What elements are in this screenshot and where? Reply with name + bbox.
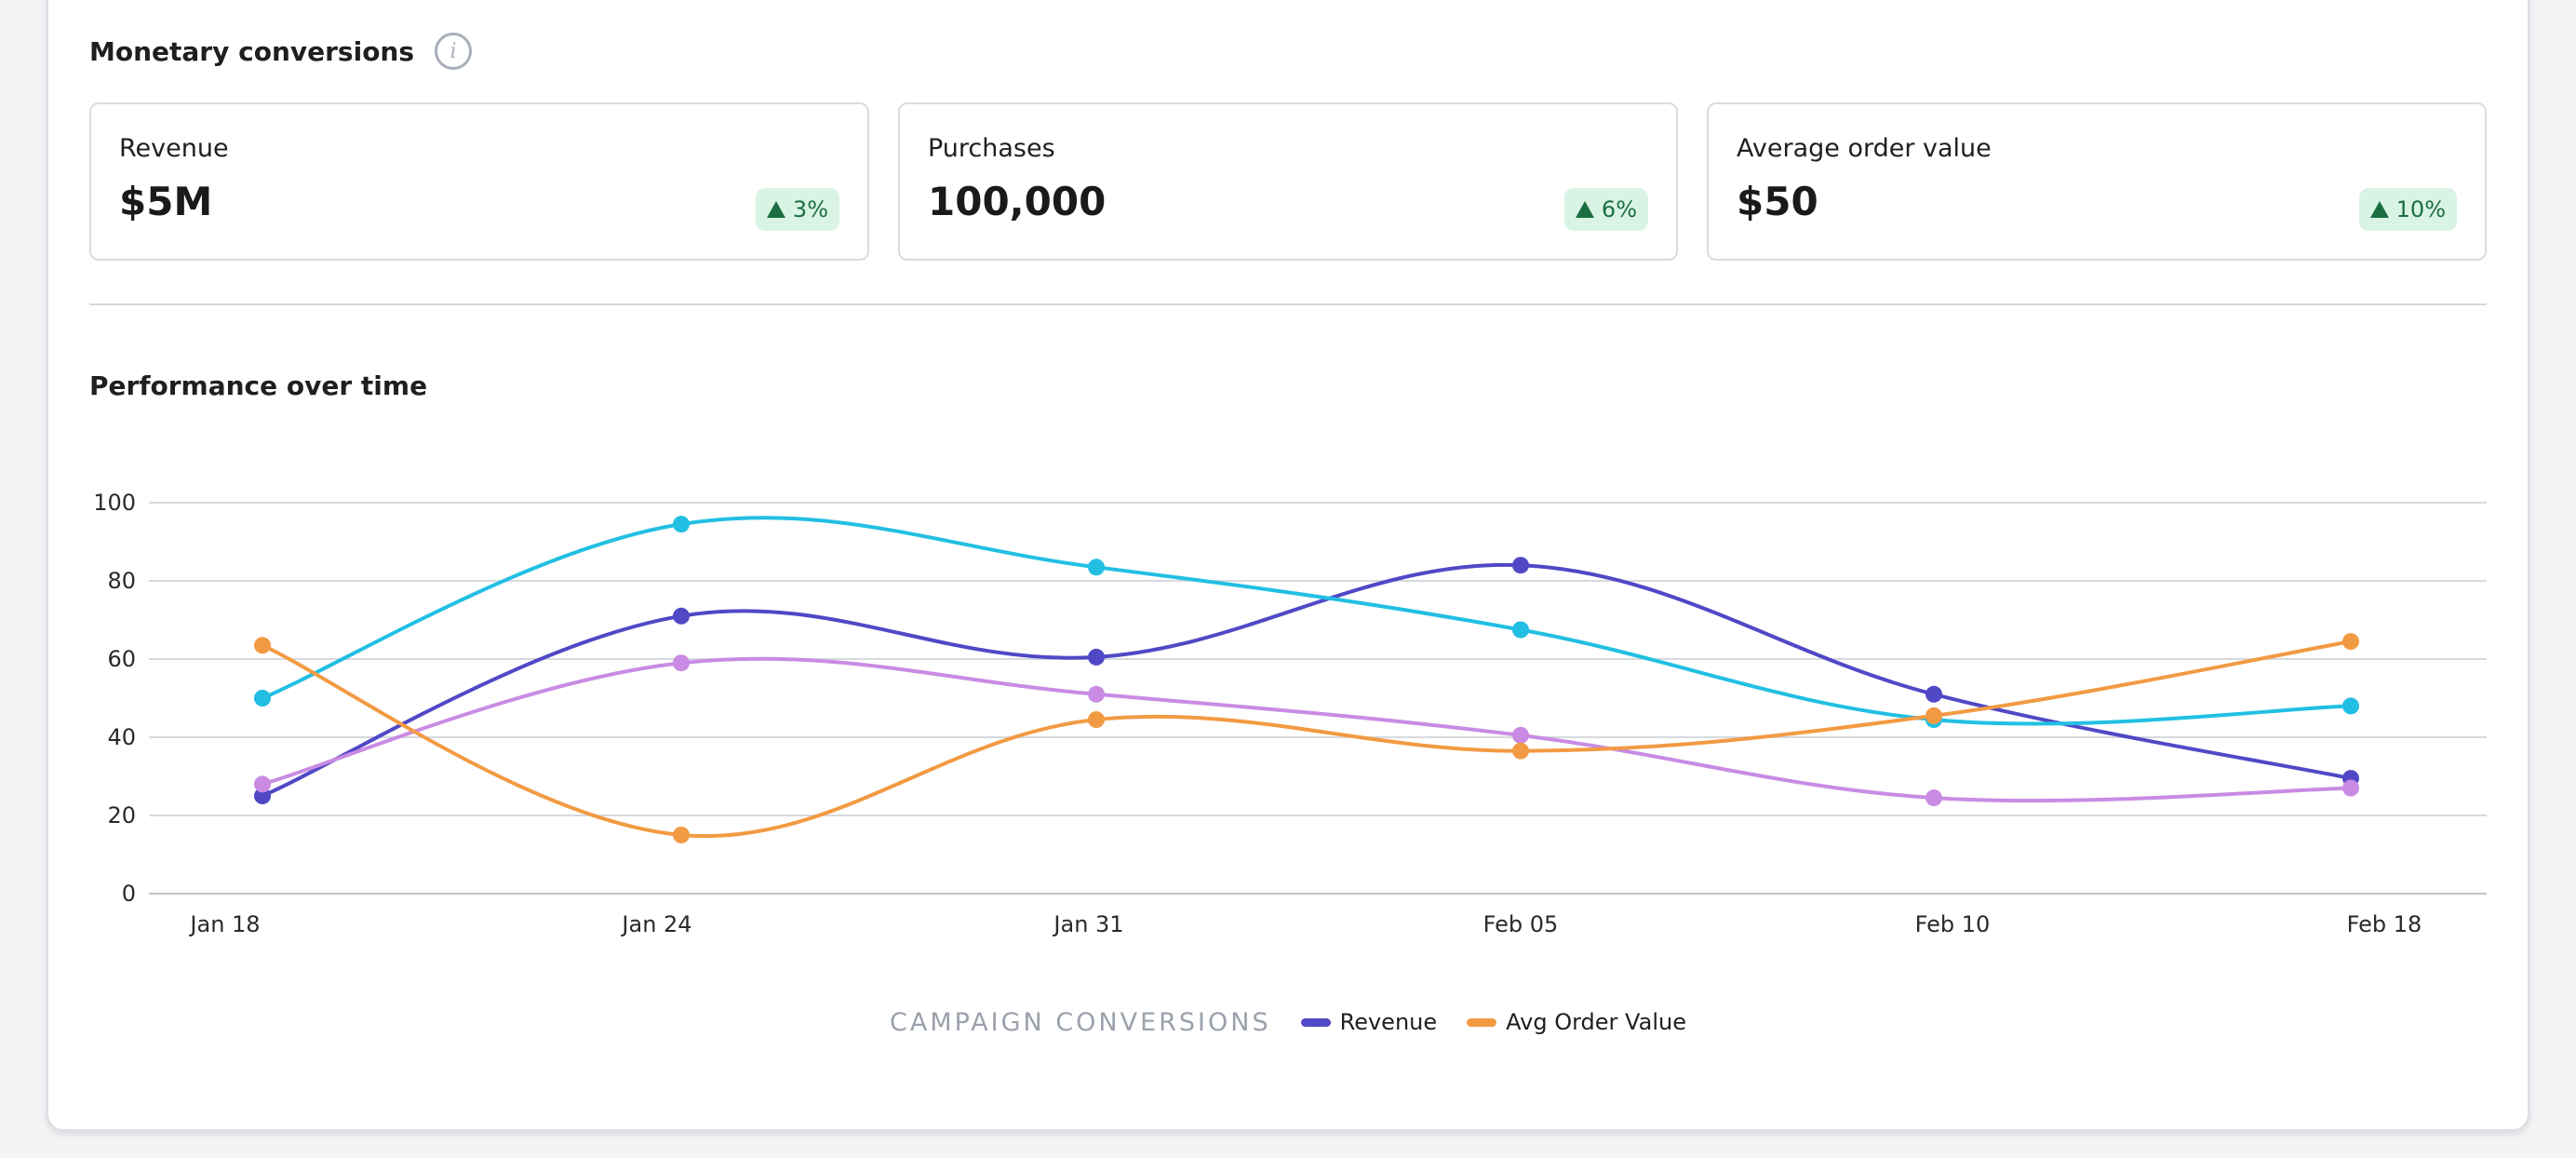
metric-value: 100,000 bbox=[928, 179, 1107, 224]
metric-card-revenue: Revenue $5M 3% bbox=[89, 102, 869, 261]
y-tick-label: 80 bbox=[107, 568, 136, 594]
metric-card-average-order-value: Average order value $50 10% bbox=[1707, 102, 2487, 261]
metric-card-purchases: Purchases 100,000 6% bbox=[898, 102, 1678, 261]
legend-label: Revenue bbox=[1339, 1009, 1438, 1035]
series-line-1 bbox=[261, 516, 2353, 726]
data-point-3-2 bbox=[1088, 711, 1105, 729]
x-tick-label: Jan 24 bbox=[620, 911, 691, 937]
x-tick-label: Feb 05 bbox=[1483, 911, 1559, 937]
metric-label: Purchases bbox=[928, 134, 1055, 163]
metric-label: Revenue bbox=[119, 134, 229, 163]
metric-cards: Revenue $5M 3% Purchases 100,000 6% Aver… bbox=[89, 102, 2487, 261]
metric-value: $5M bbox=[119, 179, 213, 224]
data-point-3-4 bbox=[1925, 707, 1942, 724]
y-tick-label: 60 bbox=[107, 646, 136, 672]
section-header: Monetary conversions i bbox=[89, 30, 473, 73]
data-point-3-0 bbox=[254, 637, 271, 654]
data-point-0-4 bbox=[1925, 685, 1942, 703]
change-value: 6% bbox=[1601, 196, 1637, 222]
x-tick-label: Jan 31 bbox=[1052, 911, 1123, 937]
legend-label: Avg Order Value bbox=[1506, 1009, 1686, 1035]
change-value: 3% bbox=[792, 196, 828, 222]
data-point-1-3 bbox=[1512, 621, 1529, 639]
data-point-2-5 bbox=[2342, 779, 2359, 797]
metric-label: Average order value bbox=[1737, 134, 1992, 163]
data-point-2-0 bbox=[254, 775, 271, 793]
legend-swatch bbox=[1300, 1017, 1331, 1027]
chart-legend: CAMPAIGN CONVERSIONS Revenue Avg Order V… bbox=[0, 1002, 2576, 1043]
trend-up-icon bbox=[2369, 201, 2389, 218]
data-point-3-1 bbox=[673, 827, 690, 843]
x-tick-label: Jan 18 bbox=[188, 911, 260, 937]
data-point-1-1 bbox=[673, 516, 690, 533]
series-line-3 bbox=[261, 640, 2353, 839]
data-point-0-2 bbox=[1088, 648, 1105, 666]
data-point-1-5 bbox=[2342, 697, 2359, 715]
data-point-2-3 bbox=[1512, 726, 1529, 744]
section-title: Monetary conversions bbox=[89, 35, 415, 67]
data-point-2-2 bbox=[1088, 685, 1105, 703]
data-point-3-3 bbox=[1512, 742, 1529, 760]
y-tick-label: 0 bbox=[122, 881, 136, 907]
change-badge: 10% bbox=[2358, 188, 2457, 231]
x-tick-label: Feb 10 bbox=[1915, 911, 1991, 937]
data-point-1-0 bbox=[254, 690, 271, 707]
data-point-1-2 bbox=[1088, 559, 1105, 576]
y-tick-label: 40 bbox=[107, 724, 136, 750]
legend-item-avg-order-value[interactable]: Avg Order Value bbox=[1467, 1009, 1686, 1035]
chart-title: Performance over time bbox=[89, 370, 428, 401]
section-divider bbox=[89, 303, 2487, 305]
data-point-3-5 bbox=[2342, 633, 2359, 651]
data-point-2-4 bbox=[1925, 789, 1942, 807]
metric-value: $50 bbox=[1737, 179, 1818, 224]
series-line-2 bbox=[261, 656, 2353, 803]
data-point-0-3 bbox=[1512, 557, 1529, 574]
series-line-0 bbox=[261, 562, 2353, 798]
legend-swatch bbox=[1467, 1017, 1497, 1027]
legend-item-revenue[interactable]: Revenue bbox=[1300, 1009, 1438, 1035]
change-badge: 6% bbox=[1563, 188, 1648, 231]
x-tick-label: Feb 18 bbox=[2347, 911, 2422, 937]
y-tick-label: 100 bbox=[93, 490, 136, 516]
y-tick-label: 20 bbox=[107, 802, 136, 828]
data-point-0-1 bbox=[673, 607, 690, 625]
info-icon[interactable]: i bbox=[435, 33, 473, 70]
trend-up-icon bbox=[766, 201, 785, 218]
data-point-2-1 bbox=[673, 654, 690, 672]
trend-up-icon bbox=[1575, 201, 1594, 218]
change-value: 10% bbox=[2395, 196, 2446, 222]
data-point-0-0 bbox=[254, 788, 271, 804]
legend-title: CAMPAIGN CONVERSIONS bbox=[890, 1007, 1271, 1037]
change-badge: 3% bbox=[755, 188, 839, 231]
